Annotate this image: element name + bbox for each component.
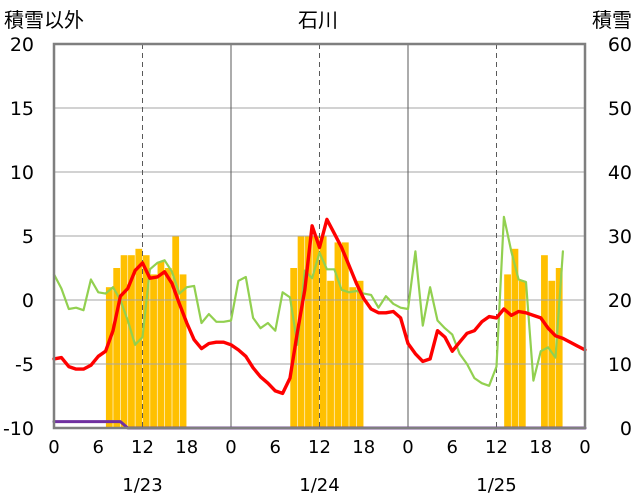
snow-bar	[164, 268, 172, 428]
left-tick-label: 10	[10, 162, 34, 184]
chart-title: 石川	[298, 8, 338, 32]
snow-bar	[518, 280, 526, 428]
snow-bar	[305, 236, 312, 428]
right-tick-label: 40	[608, 162, 632, 184]
snow-bar	[548, 280, 556, 428]
snow-bar	[555, 268, 563, 428]
snow-bar	[504, 274, 511, 428]
snow-bar	[128, 255, 135, 428]
snow-bar	[511, 248, 519, 428]
snow-bar	[327, 280, 334, 428]
hour-tick-label: 0	[48, 437, 59, 458]
date-label: 1/24	[299, 475, 339, 496]
right-tick-label: 20	[608, 290, 632, 312]
snow-bar	[541, 255, 548, 428]
hour-tick-label: 6	[270, 437, 281, 458]
hour-tick-label: 12	[485, 437, 508, 458]
snow-bar	[120, 255, 128, 428]
red-series-line	[52, 217, 587, 396]
hour-tick-label: 0	[402, 437, 413, 458]
hour-tick-label: 6	[447, 437, 458, 458]
snow-bar	[150, 274, 157, 428]
snow-bar	[341, 242, 349, 428]
snow-bar	[349, 287, 357, 428]
left-tick-label: 5	[22, 226, 34, 248]
left-tick-label: -5	[15, 354, 34, 376]
date-label: 1/23	[122, 475, 162, 496]
snow-bar	[312, 236, 320, 428]
left-tick-label: 20	[10, 34, 34, 56]
hour-tick-label: 12	[131, 437, 154, 458]
right-tick-label: 30	[608, 226, 632, 248]
snow-bar	[135, 248, 143, 428]
hour-tick-label: 0	[225, 437, 236, 458]
hour-tick-label: 0	[579, 437, 590, 458]
right-axis-label: 積雪	[592, 8, 632, 32]
left-tick-label: 15	[10, 98, 34, 120]
grid-layer	[54, 44, 585, 428]
green-series-line	[52, 215, 565, 387]
right-tick-label: 10	[608, 354, 632, 376]
right-tick-label: 60	[608, 34, 632, 56]
right-tick-label: 50	[608, 98, 632, 120]
snow-bars-layer	[105, 236, 563, 428]
snow-bar	[172, 236, 180, 428]
snow-bar	[179, 274, 187, 428]
snow-bar	[105, 287, 113, 428]
snow-bar	[157, 261, 165, 428]
snow-bar	[319, 236, 327, 428]
date-label: 1/25	[476, 475, 516, 496]
left-tick-label: 0	[22, 290, 34, 312]
hour-tick-label: 18	[175, 437, 198, 458]
hour-tick-label: 18	[529, 437, 552, 458]
snow-bar	[334, 242, 342, 428]
snow-bar	[142, 255, 150, 428]
left-axis-label: 積雪以外	[4, 8, 84, 32]
left-tick-label: -10	[3, 418, 34, 440]
hour-tick-label: 18	[352, 437, 375, 458]
snow-bar	[297, 236, 305, 428]
hour-tick-label: 12	[308, 437, 331, 458]
plot-frame	[52, 42, 587, 430]
right-tick-label: 0	[620, 418, 632, 440]
hour-tick-label: 6	[93, 437, 104, 458]
snow-bar	[113, 268, 121, 428]
plot-border	[52, 42, 587, 430]
snow-bar	[356, 280, 364, 428]
